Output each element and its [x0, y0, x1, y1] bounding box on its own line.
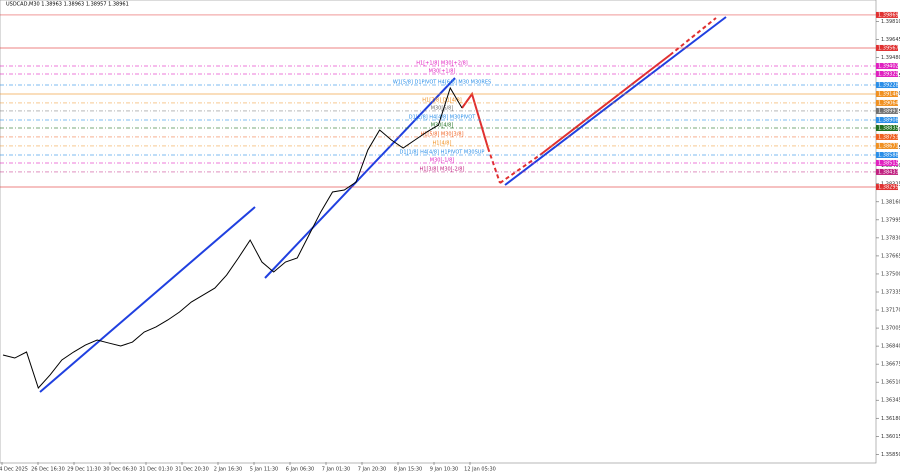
price-box	[876, 133, 898, 140]
y-tick-label: 1.37005	[881, 326, 900, 332]
price-box	[876, 184, 898, 191]
price-box-label: 1.39146	[878, 91, 899, 97]
y-tick-label: 1.37995	[881, 217, 900, 223]
y-tick-label: 1.37335	[881, 289, 900, 295]
y-tick-label: 1.39645	[881, 37, 900, 43]
x-tick-label: 26 Dec 16:30	[31, 467, 65, 473]
price-box-label: 1.38908	[878, 118, 899, 124]
x-tick-label: 29 Dec 11:30	[67, 467, 101, 473]
level-label: D1[2/8] H4[4/8] M30PIVOT	[409, 115, 476, 121]
level-label: M30[+1/8]	[429, 68, 456, 74]
trend-line	[39, 206, 256, 393]
price-box	[876, 159, 898, 166]
y-tick-label: 1.36510	[881, 380, 900, 386]
plot-frame	[0, 0, 877, 464]
y-tick-label: 1.36015	[881, 434, 900, 440]
price-box	[876, 142, 898, 149]
level-label: M30[4/8]	[431, 122, 454, 128]
chart-title: USDCAD,M30 1.38963 1.38963 1.38957 1.389…	[6, 2, 129, 8]
x-tick-label: 24 Dec 2025	[0, 467, 28, 473]
price-box-label: 1.38433	[878, 169, 899, 175]
y-tick-label: 1.37830	[881, 235, 900, 241]
y-tick-label: 1.37665	[881, 253, 900, 259]
level-label: M30[-1/8]	[430, 157, 454, 163]
forecast-arrow	[499, 154, 541, 184]
y-tick-label: 1.38490	[881, 163, 900, 169]
price-box	[876, 117, 898, 124]
x-tick-label: 31 Dec 20:30	[175, 467, 209, 473]
price-box-label: 1.38753	[878, 134, 899, 140]
price-box	[876, 11, 898, 18]
price-box-label: 1.39567	[878, 45, 899, 51]
price-box-label: 1.39228	[878, 83, 899, 89]
y-tick-label: 1.36840	[881, 344, 900, 350]
level-label: H1[4/8]	[433, 140, 452, 146]
price-box	[876, 82, 898, 89]
price-box	[876, 63, 898, 70]
level-label: W1[5/8] D1PIVOT H4[6/8] M30 M30RES	[393, 80, 491, 86]
level-label: D1[1/8] H4[4/8] H1PIVOT M30SUP	[400, 150, 485, 156]
price-box	[876, 124, 898, 131]
x-tick-label: 30 Dec 06:30	[103, 467, 137, 473]
x-tick-label: 8 Jan 15:30	[394, 467, 422, 473]
price-box	[876, 90, 898, 97]
y-tick-label: 1.37170	[881, 308, 900, 314]
price-box-label: 1.38588	[878, 153, 899, 159]
price-box-label: 1.39329	[878, 71, 899, 77]
price-box-label: 1.38991	[878, 108, 899, 114]
x-tick-label: 12 Jan 05:30	[464, 467, 496, 473]
x-tick-label: 6 Jan 06:30	[286, 467, 314, 473]
y-tick-label: 1.36675	[881, 362, 900, 368]
price-box-label: 1.38515	[878, 160, 899, 166]
x-tick-label: 5 Jan 11:30	[250, 467, 278, 473]
forecast-arrow	[539, 54, 671, 156]
x-tick-label: 2 Jan 16:30	[214, 467, 242, 473]
price-box-label: 1.38295	[878, 185, 899, 191]
level-label: H1[+1/8] M30[+2/8]	[416, 61, 468, 67]
price-box-label: 1.39869	[878, 12, 899, 18]
price-box	[876, 107, 898, 114]
y-tick-label: 1.35850	[881, 452, 900, 458]
level-label: H1[7/8] D1[4/8]	[422, 97, 462, 103]
level-label: H1[5/8] M30[3/8]	[420, 131, 463, 137]
y-tick-label: 1.39810	[881, 19, 900, 25]
y-tick-label: 1.39480	[881, 55, 900, 61]
forecast-drawing	[39, 16, 727, 393]
forecast-arrow	[669, 17, 717, 56]
price-box-label: 1.39402	[878, 64, 899, 70]
forecast-arrow	[487, 147, 501, 184]
level-label: H1[3/8] M30[-2/8]	[420, 166, 465, 172]
price-box	[876, 99, 898, 106]
price-box	[876, 44, 898, 51]
price-box-label: 1.38835	[878, 125, 899, 131]
x-tick-label: 9 Jan 10:30	[430, 467, 458, 473]
level-label: M30[6/8]	[431, 105, 454, 111]
trend-line	[504, 16, 727, 186]
y-tick-label: 1.36180	[881, 416, 900, 422]
price-line	[2, 86, 463, 389]
price-box-label: 1.39064	[878, 100, 899, 106]
price-box	[876, 152, 898, 159]
trend-line	[264, 77, 456, 279]
price-box	[876, 70, 898, 77]
price-box	[876, 168, 898, 175]
x-tick-label: 7 Jan 20:30	[358, 467, 386, 473]
y-tick-label: 1.37500	[881, 271, 900, 277]
y-tick-label: 1.38160	[881, 199, 900, 205]
x-tick-label: 7 Jan 01:30	[322, 467, 350, 473]
x-tick-label: 31 Dec 01:30	[139, 467, 173, 473]
y-tick-label: 1.36345	[881, 398, 900, 404]
price-box-label: 1.38671	[878, 143, 899, 149]
